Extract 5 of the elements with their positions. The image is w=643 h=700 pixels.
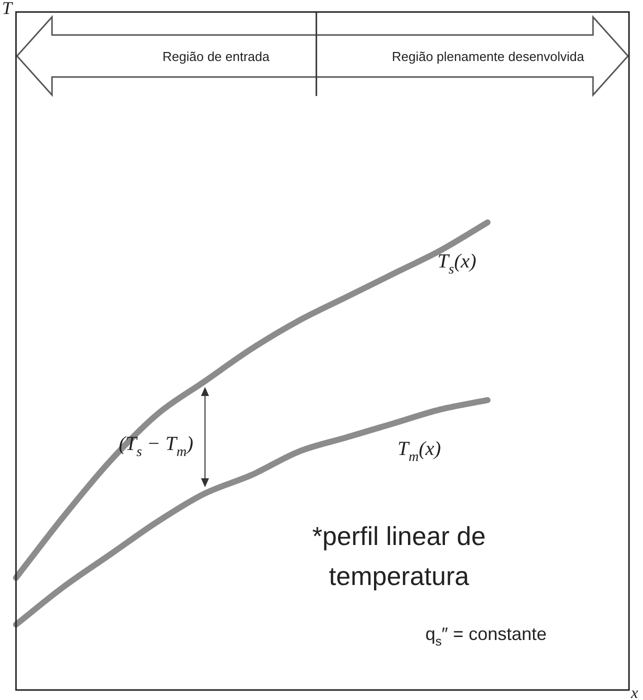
text: Região de entrada bbox=[162, 49, 270, 64]
x-axis-title: x bbox=[630, 685, 638, 700]
text: Região plenamente desenvolvida bbox=[392, 49, 585, 64]
annotation: *perfil linear de temperatura bbox=[312, 521, 486, 591]
text: T bbox=[2, 0, 14, 18]
